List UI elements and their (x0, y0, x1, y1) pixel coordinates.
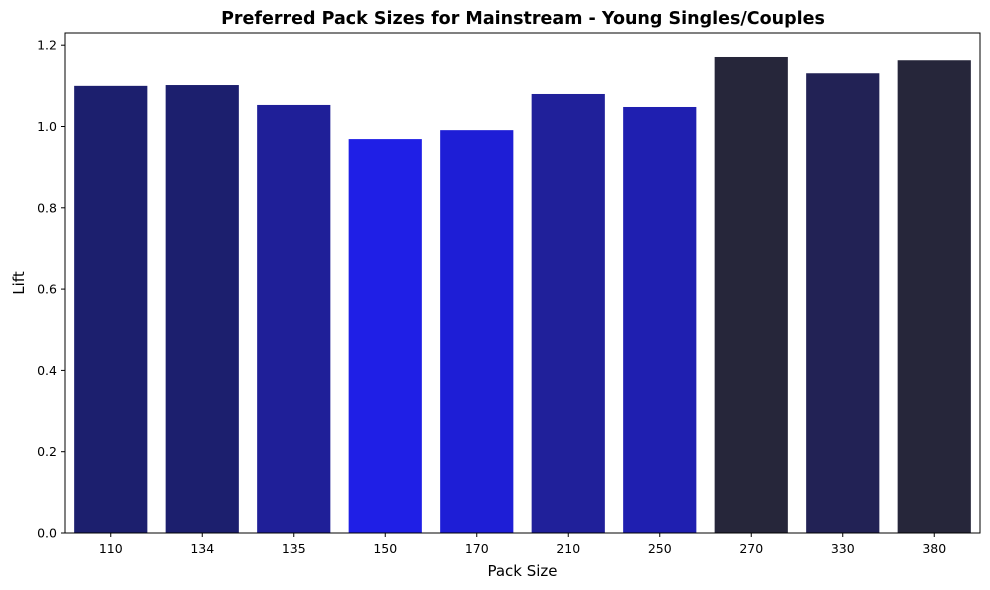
y-tick-label-0.6: 0.6 (37, 282, 57, 297)
bar-250 (623, 106, 697, 534)
bar-380 (897, 60, 971, 533)
x-tick-label-330: 330 (831, 541, 855, 556)
x-tick-label-170: 170 (465, 541, 489, 556)
bar-134 (165, 85, 239, 533)
x-axis-label: Pack Size (487, 562, 557, 580)
x-tick-label-110: 110 (99, 541, 123, 556)
x-tick-label-150: 150 (373, 541, 397, 556)
bar-150 (348, 139, 422, 533)
y-axis: 0.0 0.2 0.4 0.6 0.8 1.0 1.2 (37, 38, 65, 541)
y-tick-label-1.0: 1.0 (37, 119, 57, 134)
y-axis-label: Lift (10, 271, 28, 295)
bar-330 (806, 73, 880, 534)
bar-210 (531, 93, 605, 533)
x-axis: 110 134 135 150 170 210 250 270 330 380 (99, 533, 946, 556)
x-tick-label-210: 210 (556, 541, 580, 556)
y-tick-label-0.2: 0.2 (37, 444, 57, 459)
x-tick-label-135: 135 (282, 541, 306, 556)
y-tick-label-0.8: 0.8 (37, 200, 57, 215)
bar-110 (74, 85, 148, 534)
y-tick-label-0.4: 0.4 (37, 363, 57, 378)
y-tick-label-1.2: 1.2 (37, 38, 57, 53)
y-tick-label-0.0: 0.0 (37, 526, 57, 541)
bar-270 (714, 56, 788, 534)
x-tick-label-134: 134 (190, 541, 214, 556)
x-tick-label-380: 380 (922, 541, 946, 556)
plot-frame (64, 32, 981, 534)
chart-title: Preferred Pack Sizes for Mainstream - Yo… (221, 9, 825, 29)
x-tick-label-250: 250 (648, 541, 672, 556)
x-tick-label-270: 270 (739, 541, 763, 556)
bar-170 (440, 130, 514, 533)
bars-group (74, 56, 971, 534)
bar-135 (257, 104, 331, 533)
